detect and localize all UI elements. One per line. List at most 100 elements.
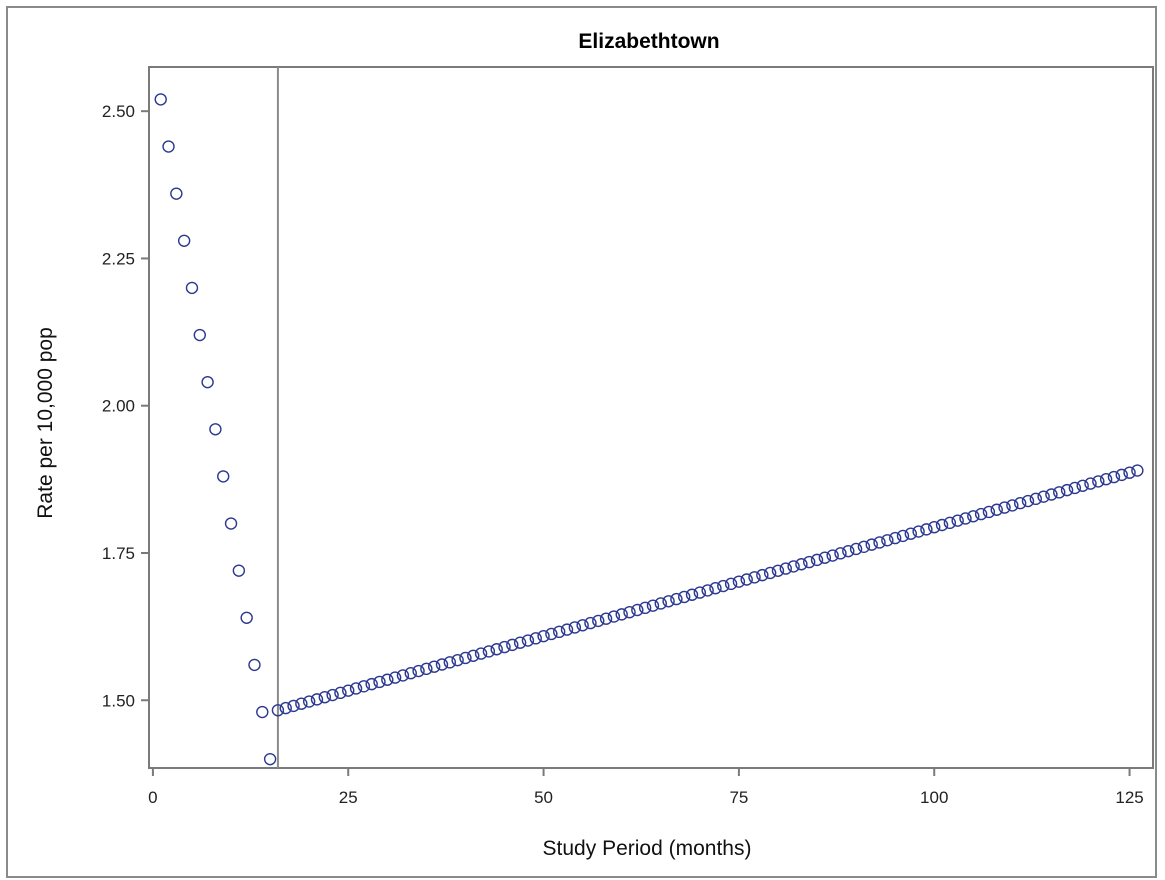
data-point [646, 599, 660, 612]
data-point [357, 680, 371, 693]
y-tick-label: 2.00 [102, 397, 135, 416]
data-point [904, 527, 917, 540]
data-point [482, 645, 496, 658]
data-point [779, 562, 792, 575]
x-tick-label: 125 [1115, 788, 1143, 807]
data-point [1029, 492, 1043, 506]
data-point [1006, 499, 1019, 512]
data-point [623, 605, 636, 619]
data-point [685, 588, 699, 601]
data-point [427, 660, 441, 673]
data-point [451, 653, 464, 667]
data-point [396, 669, 410, 682]
data-point [599, 612, 613, 625]
data-point [771, 564, 785, 577]
data-point [982, 505, 996, 519]
x-tick-label: 75 [729, 788, 748, 807]
chart-frame [6, 6, 1157, 878]
data-point [974, 507, 988, 521]
data-point [224, 517, 238, 530]
x-tick-label: 50 [534, 788, 553, 807]
data-point [209, 423, 222, 436]
data-point [935, 518, 949, 532]
data-point [412, 664, 425, 678]
data-point [506, 638, 519, 652]
data-point [607, 610, 621, 623]
y-tick-label: 2.50 [102, 102, 135, 121]
y-tick-label: 1.75 [102, 544, 135, 563]
data-point [201, 375, 214, 389]
data-point [490, 643, 503, 656]
data-point [154, 93, 167, 106]
data-point [568, 621, 582, 634]
data-point [951, 514, 964, 527]
data-point [529, 632, 542, 645]
data-point [513, 636, 527, 649]
data-point [756, 568, 769, 582]
data-point [381, 673, 394, 686]
data-point [842, 544, 855, 558]
data-point [302, 695, 316, 708]
data-point [467, 649, 480, 662]
data-point [1092, 475, 1105, 488]
data-point [474, 647, 488, 660]
data-point [803, 555, 816, 569]
data-point [342, 684, 355, 697]
data-point [709, 582, 722, 595]
data-point [1131, 464, 1144, 477]
data-point [185, 281, 199, 295]
data-points [154, 93, 1144, 766]
data-point [701, 584, 714, 597]
data-point [373, 675, 386, 689]
data-point [545, 627, 558, 641]
data-point [498, 640, 511, 654]
y-axis: 1.50 1.75 2.00 2.25 2.50 [102, 102, 149, 710]
data-point [865, 538, 878, 551]
data-point [873, 536, 886, 549]
data-point [1099, 473, 1113, 486]
data-point [1068, 481, 1082, 495]
data-point [1084, 477, 1097, 490]
data-point [732, 575, 746, 588]
data-point [295, 697, 308, 710]
data-point [654, 597, 667, 610]
data-point [1076, 479, 1089, 492]
data-point [177, 234, 191, 247]
data-point [232, 564, 246, 577]
data-point [896, 529, 910, 543]
data-point [318, 690, 331, 704]
data-point [248, 658, 261, 672]
data-point [334, 686, 347, 700]
data-point [670, 592, 683, 606]
y-axis-label: Rate per 10,000 pop [34, 327, 57, 518]
y-tick-label: 1.50 [102, 691, 135, 710]
data-point [717, 579, 730, 593]
data-point [787, 560, 800, 573]
x-tick-label: 100 [920, 788, 948, 807]
data-point [662, 595, 675, 608]
data-point [443, 656, 457, 669]
data-point [1060, 483, 1074, 497]
data-point [857, 540, 871, 554]
data-point [1053, 486, 1066, 499]
data-point [271, 704, 285, 717]
data-point [404, 667, 417, 680]
data-point [631, 603, 644, 617]
data-point [576, 619, 589, 632]
data-point [748, 571, 761, 584]
data-point [560, 623, 574, 636]
data-point [615, 608, 628, 621]
data-point [920, 523, 933, 536]
data-point [693, 586, 707, 599]
data-point [584, 616, 597, 630]
data-point [818, 551, 832, 564]
data-point [310, 693, 324, 706]
data-point [888, 531, 902, 545]
x-tick-label: 25 [339, 788, 358, 807]
data-point [287, 699, 300, 713]
data-point [420, 662, 433, 676]
data-point [459, 651, 472, 665]
data-point [826, 549, 839, 562]
data-point [834, 547, 847, 560]
